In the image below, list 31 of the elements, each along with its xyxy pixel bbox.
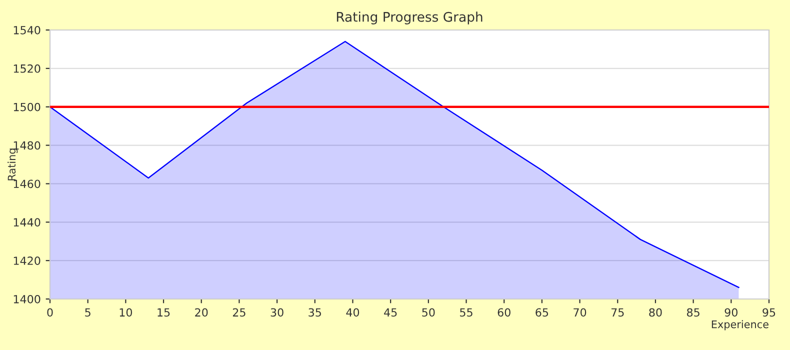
x-tick-label: 35 xyxy=(308,308,321,317)
x-tick-label: 25 xyxy=(232,308,246,317)
x-tick-label: 55 xyxy=(460,308,472,317)
y-tick-label: 1400 xyxy=(14,294,40,304)
y-tick-label: 1500 xyxy=(14,102,40,112)
y-tick-label: 1420 xyxy=(14,256,40,265)
y-tick-label: 1440 xyxy=(14,218,40,227)
x-tick-label: 85 xyxy=(687,308,700,317)
x-tick-label: 20 xyxy=(195,308,208,317)
x-tick-label: 70 xyxy=(574,308,586,317)
x-tick-label: 50 xyxy=(422,308,435,317)
x-tick-label: 15 xyxy=(158,308,170,317)
x-tick-label: 45 xyxy=(384,308,397,317)
y-tick-label: 1540 xyxy=(14,26,40,34)
y-tick-label: 1520 xyxy=(14,64,40,73)
x-tick-label: 65 xyxy=(536,308,548,317)
chart-title: Rating Progress Graph xyxy=(336,12,482,24)
y-tick-label: 1480 xyxy=(14,141,40,150)
y-tick-label: 1460 xyxy=(14,180,40,188)
x-tick-label: 10 xyxy=(120,308,132,317)
x-tick-label: 80 xyxy=(649,308,662,317)
x-tick-label: 95 xyxy=(762,308,776,317)
x-tick-label: 30 xyxy=(270,308,284,317)
y-axis-title: Rating xyxy=(8,148,18,180)
x-tick-label: 60 xyxy=(498,308,510,317)
x-tick-label: 40 xyxy=(346,308,360,317)
x-tick-label: 90 xyxy=(724,308,738,317)
x-tick-label: 75 xyxy=(611,308,624,317)
x-axis-title: Experience xyxy=(712,320,768,330)
x-tick-label: 5 xyxy=(85,308,90,317)
x-tick-label: 0 xyxy=(47,308,53,317)
